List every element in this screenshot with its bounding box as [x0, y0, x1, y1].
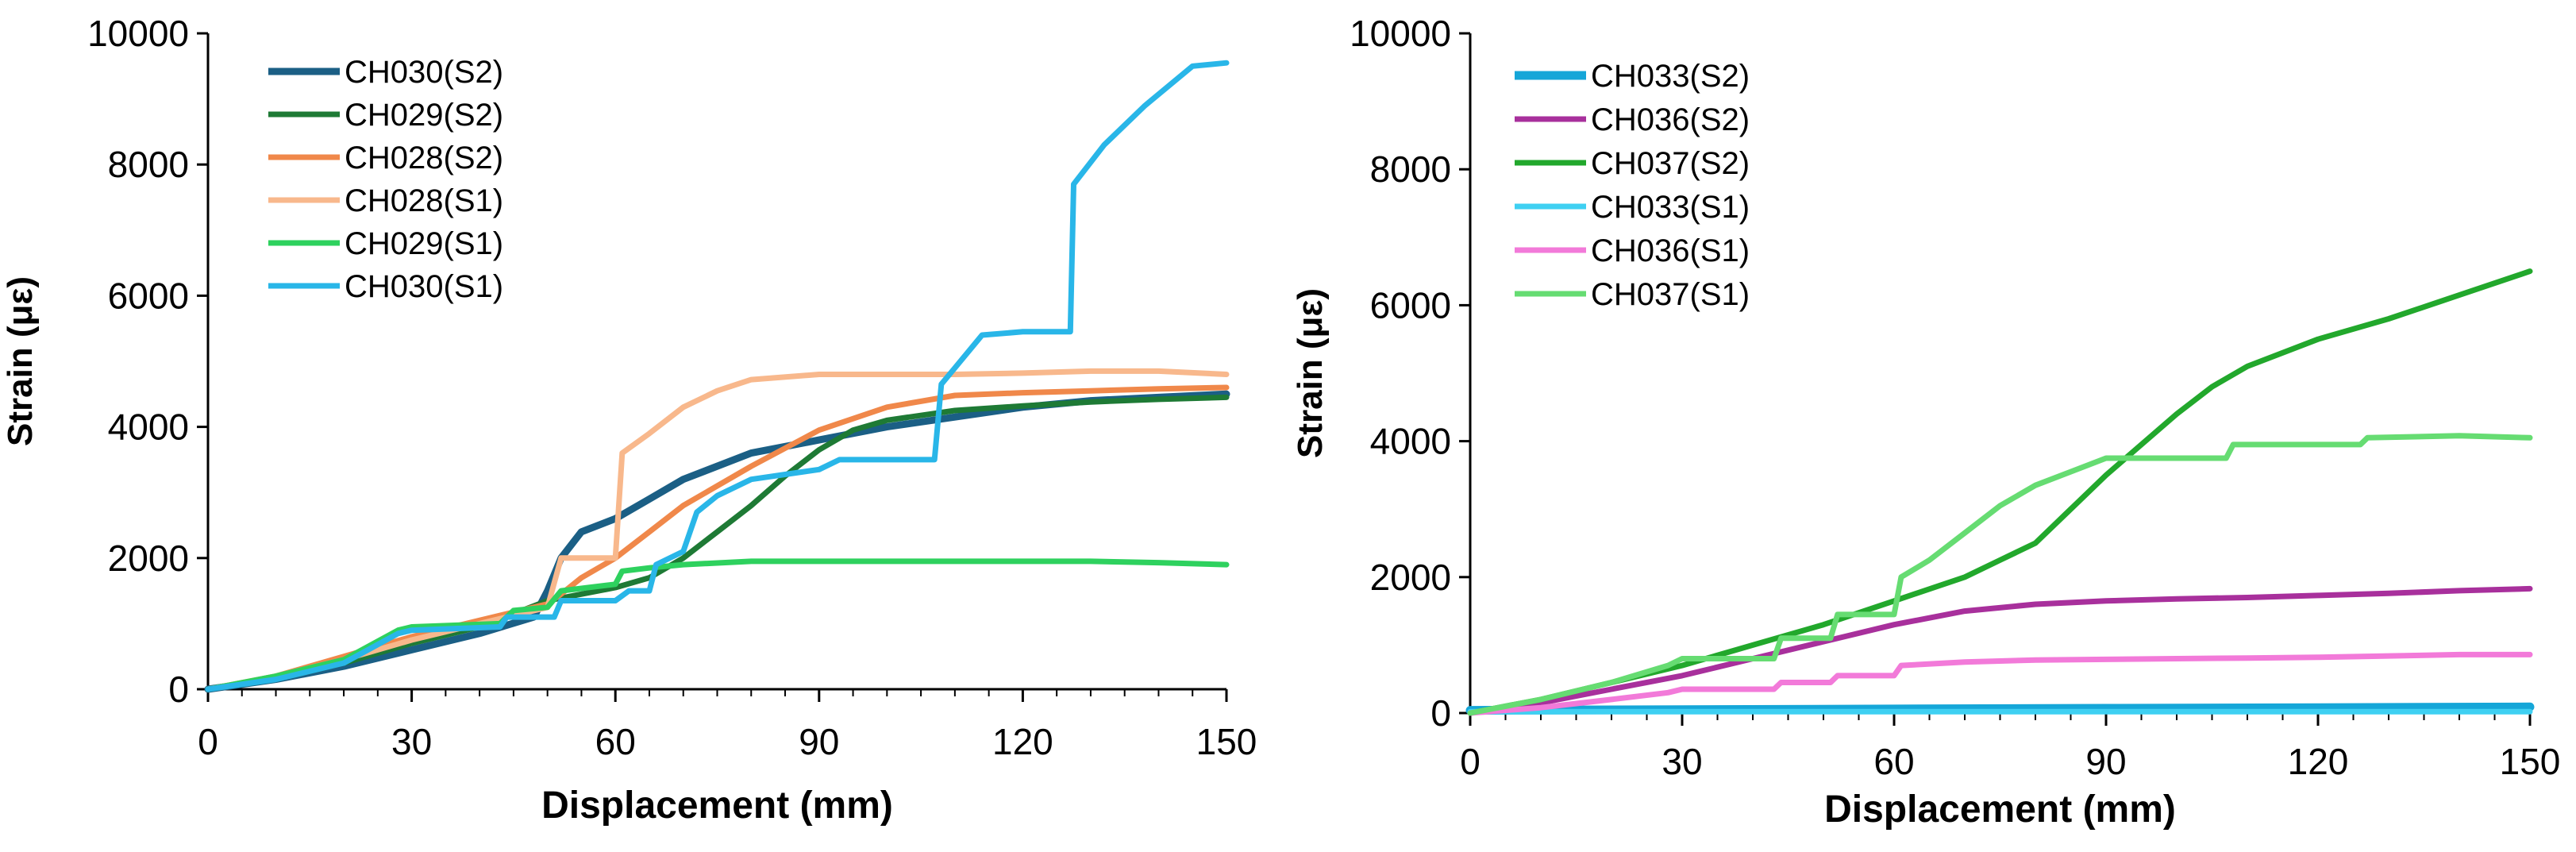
- series-line-ch037-s2: [1467, 268, 2533, 716]
- x-tick-label: 60: [1873, 741, 1914, 782]
- y-tick-label: 10000: [1350, 13, 1451, 54]
- legend-label: CH030(S1): [345, 269, 503, 304]
- y-tick-label: 2000: [108, 538, 189, 579]
- x-tick-label: 0: [1460, 741, 1481, 782]
- legend-label: CH033(S1): [1591, 190, 1750, 225]
- chart-right: 0 30 60 90 120 150 0 2000 4000 6000 8000 10000 Displ…: [1291, 13, 2560, 831]
- legend-label: CH029(S2): [345, 98, 503, 133]
- y-axis-label: Strain (με): [1, 276, 40, 446]
- x-tick-label: 120: [992, 721, 1053, 762]
- x-axis-label: Displacement (mm): [541, 785, 893, 827]
- y-tick-label: 10000: [87, 13, 189, 54]
- chart-left: 0 30 60 90 120 150 0 2000 4000 6000 8000 10000 Displ…: [1, 13, 1257, 827]
- y-tick-label: 8000: [1370, 148, 1451, 190]
- series-line-ch030-s2: [204, 390, 1230, 693]
- x-tick-label: 30: [1662, 741, 1702, 782]
- y-tick-label: 6000: [108, 275, 189, 316]
- legend: CH033(S2) CH036(S2) CH037(S2) CH033(S1) CH03…: [1515, 59, 1750, 312]
- legend-label: CH028(S2): [345, 141, 503, 175]
- series-line-ch036-s1: [1467, 651, 2533, 716]
- legend-label: CH037(S1): [1591, 277, 1750, 312]
- y-tick-label: 4000: [1370, 421, 1451, 462]
- legend-label: CH029(S1): [345, 226, 503, 261]
- legend: CH030(S2) CH029(S2) CH028(S2) CH028(S1) CH02…: [268, 55, 503, 304]
- x-axis-label: Displacement (mm): [1824, 788, 2176, 831]
- legend-label: CH037(S2): [1591, 146, 1750, 181]
- series-line-ch028-s2: [205, 384, 1230, 692]
- x-tick-label: 120: [2288, 741, 2349, 782]
- legend-label: CH036(S2): [1591, 102, 1750, 137]
- y-tick-label: 6000: [1370, 284, 1451, 326]
- y-tick-label: 0: [1430, 692, 1451, 734]
- legend-label: CH033(S2): [1591, 59, 1750, 94]
- y-tick-label: 8000: [108, 144, 189, 185]
- y-tick-label: 0: [168, 669, 189, 710]
- y-tick-label: 4000: [108, 407, 189, 448]
- y-axis-label: Strain (με): [1291, 288, 1330, 458]
- legend-label: CH036(S1): [1591, 233, 1750, 268]
- series-line-ch029-s2: [205, 394, 1230, 692]
- x-tick-label: 90: [799, 721, 839, 762]
- x-tick-label: 90: [2085, 741, 2126, 782]
- series-line-ch029-s1: [205, 558, 1230, 692]
- x-tick-label: 0: [198, 721, 218, 762]
- y-tick-label: 2000: [1370, 557, 1451, 598]
- series-line-ch028-s1: [205, 368, 1230, 692]
- x-tick-label: 30: [391, 721, 432, 762]
- legend-label: CH028(S1): [345, 183, 503, 218]
- x-tick-label: 60: [595, 721, 636, 762]
- series-line-ch037-s1: [1467, 433, 2533, 716]
- series-line-ch030-s1: [205, 60, 1230, 692]
- x-tick-label: 150: [1196, 721, 1257, 762]
- x-tick-label: 150: [2500, 741, 2561, 782]
- series-line-ch036-s2: [1467, 585, 2533, 716]
- legend-label: CH030(S2): [345, 55, 503, 90]
